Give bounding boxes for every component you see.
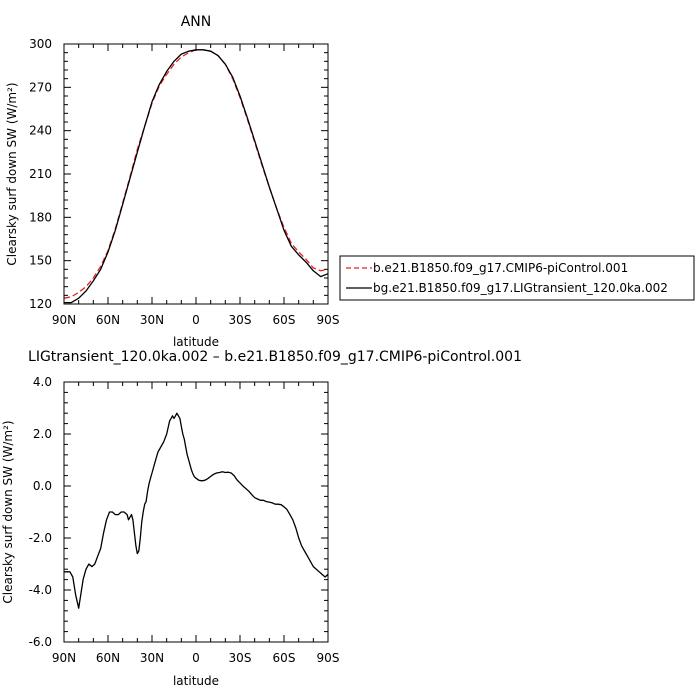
y-tick-label: 240 (29, 124, 52, 138)
bottom-panel-frame (63, 381, 329, 643)
y-tick-label: 120 (29, 297, 52, 311)
bottom-panel-y-axis-label: Clearsky surf down SW (W/m²) (1, 420, 15, 603)
top-panel-series (63, 49, 329, 304)
legend: b.e21.B1850.f09_g17.CMIP6-piControl.001 … (339, 255, 695, 301)
bottom-panel-series (64, 412, 329, 609)
y-tick-label: 0.0 (33, 479, 52, 493)
x-tick-label: 90N (52, 651, 76, 665)
y-tick-label: -2.0 (29, 531, 52, 545)
y-tick-label: -4.0 (29, 583, 52, 597)
top-panel-y-axis-label: Clearsky surf down SW (W/m²) (5, 82, 19, 265)
x-tick-label: 60N (96, 313, 120, 327)
top-panel: ANN latitude Clearsky surf down SW (W/m²… (5, 14, 339, 349)
y-tick-label: 2.0 (33, 427, 52, 441)
x-tick-label: 60S (273, 313, 296, 327)
top-panel-title: ANN (181, 14, 212, 30)
top-panel-x-axis-label: latitude (173, 335, 219, 349)
x-tick-label: 90S (317, 651, 340, 665)
series-line-1-0 (64, 412, 329, 609)
bottom-panel-ticks: 90N 60N 30N 0 30S 60S 90S -6.0 -4.0 -2.0 0.0 2.0 4.0 (29, 375, 340, 665)
bottom-panel-title: LIGtransient_120.0ka.002 – b.e21.B1850.f… (28, 349, 522, 365)
y-tick-label: 300 (29, 37, 52, 51)
y-tick-label: 180 (29, 210, 52, 224)
legend-box (339, 255, 695, 301)
y-tick-label: 150 (29, 254, 52, 268)
x-tick-label: 0 (192, 651, 200, 665)
y-tick-label: 270 (29, 80, 52, 94)
y-tick-label: -6.0 (29, 635, 52, 649)
x-tick-label: 60S (273, 651, 296, 665)
x-tick-label: 30N (140, 651, 164, 665)
legend-label-piControl: b.e21.B1850.f09_g17.CMIP6-piControl.001 (373, 261, 628, 275)
bottom-panel-x-axis-label: latitude (173, 674, 219, 688)
top-panel-ticks: 90N 60N 30N 0 30S 60S 90S 120 150 180 210 240 270 300 (29, 37, 339, 327)
x-tick-label: 90N (52, 313, 76, 327)
x-tick-label: 30S (229, 313, 252, 327)
x-tick-label: 0 (192, 313, 200, 327)
x-tick-label: 60N (96, 651, 120, 665)
x-tick-label: 30N (140, 313, 164, 327)
x-tick-label: 90S (317, 313, 340, 327)
legend-label-LIGtransient: bg.e21.B1850.f09_g17.LIGtransient_120.0k… (373, 281, 668, 295)
series-line-0-1 (64, 49, 329, 304)
y-tick-label: 4.0 (33, 375, 52, 389)
bottom-panel: LIGtransient_120.0ka.002 – b.e21.B1850.f… (1, 349, 522, 688)
x-tick-label: 30S (229, 651, 252, 665)
top-panel-frame (63, 43, 329, 305)
y-tick-label: 210 (29, 167, 52, 181)
